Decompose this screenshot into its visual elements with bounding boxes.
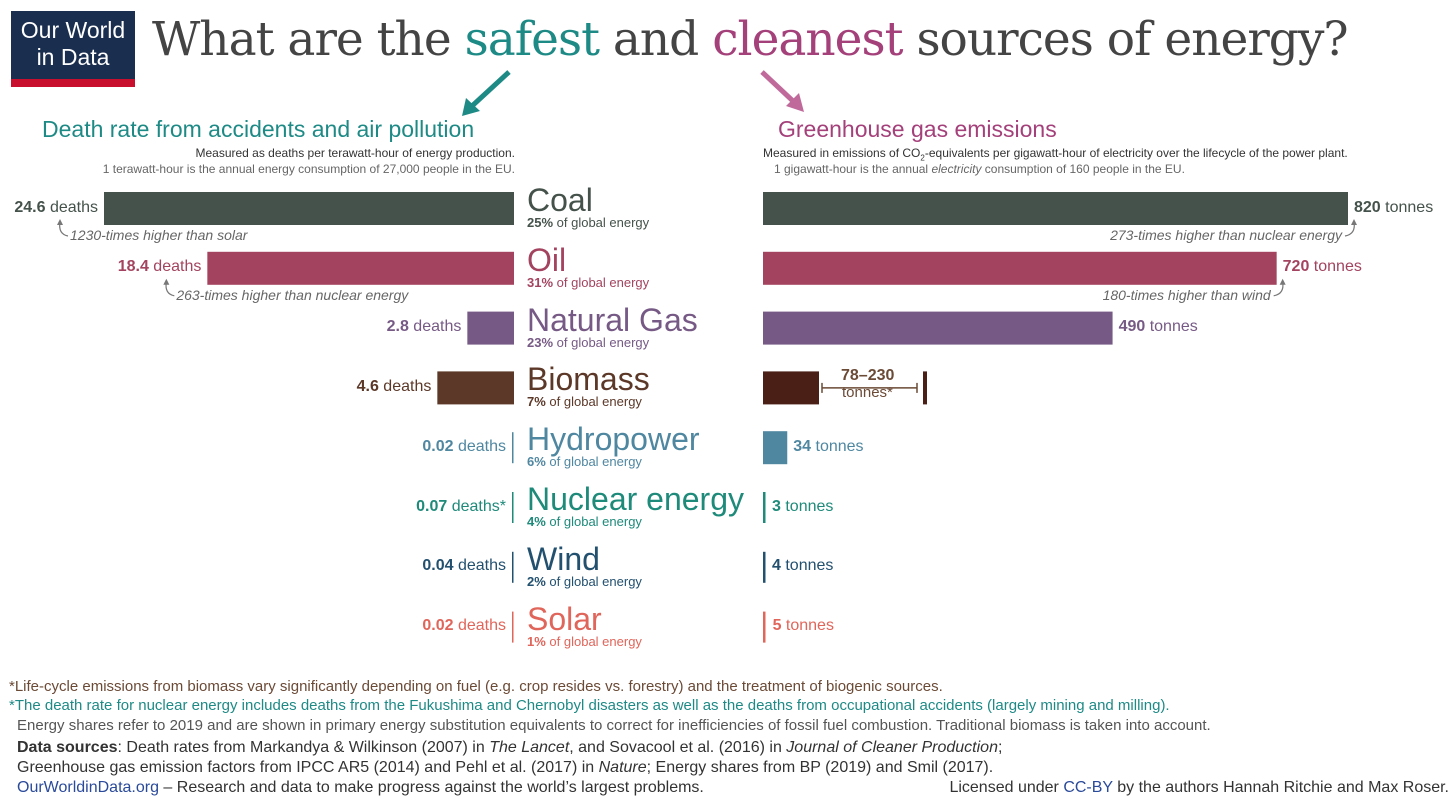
emissions-comparison-arrowhead-coal — [1351, 219, 1357, 225]
emissions-bar-solar — [763, 611, 766, 643]
source-name-natural-gas: Natural Gas — [527, 301, 698, 338]
energy-share-oil: 31% of global energy — [527, 274, 650, 290]
emissions-bar-coal — [763, 192, 1348, 225]
death-value-biomass: 4.6 deaths — [356, 377, 432, 395]
energy-share-biomass: 7% of global energy — [527, 394, 642, 410]
data-sources-line2: Greenhouse gas emission factors from IPC… — [17, 759, 994, 776]
source-name-nuclear-energy: Nuclear energy — [527, 481, 744, 517]
emissions-value-hydropower: 34 tonnes — [793, 437, 864, 455]
emissions-value-oil: 720 tonnes — [1282, 258, 1362, 276]
source-name-oil: Oil — [527, 241, 567, 278]
energy-share-coal: 25% of global energy — [527, 215, 650, 230]
cc-by-link[interactable]: CC-BY — [1063, 779, 1113, 796]
footnote-nuclear: *The death rate for nuclear energy inclu… — [9, 697, 1170, 714]
death-bar-coal — [104, 192, 514, 225]
energy-share-nuclear-energy: 4% of global energy — [527, 514, 642, 529]
title-cleanest: cleanest — [712, 12, 903, 67]
page-title: What are the safest and cleanest sources… — [152, 12, 1349, 67]
emissions-comparison-arrowhead-oil — [1279, 278, 1286, 285]
source-name-wind: Wind — [527, 540, 600, 577]
emissions-bar-wind — [763, 551, 766, 583]
source-name-biomass: Biomass — [527, 361, 650, 398]
emissions-value-nuclear-energy: 3 tonnes — [772, 497, 834, 515]
emissions-comparison-oil: 180-times higher than wind — [1102, 286, 1271, 303]
energy-share-wind: 2% of global energy — [527, 573, 642, 589]
source-name-coal: Coal — [527, 182, 593, 218]
emissions-bar-biomass — [763, 371, 819, 405]
logo-line1: Our World — [20, 17, 126, 43]
footer-license: Licensed under CC-BY by the authors Hann… — [949, 779, 1449, 796]
emissions-note: 1 gigawatt-hour is the annual electricit… — [774, 162, 1185, 176]
emissions-range-biomass: 78–230 — [841, 367, 895, 385]
death-value-nuclear-energy: 0.07 deaths* — [416, 497, 506, 515]
energy-share-solar: 1% of global energy — [527, 633, 642, 649]
cleanest-arrow-icon — [760, 70, 804, 112]
emissions-value-coal: 820 tonnes — [1354, 198, 1434, 216]
logo-line2: in Data — [36, 44, 110, 70]
emissions-range-unit-biomass: tonnes* — [842, 384, 893, 402]
death-value-hydropower: 0.02 deaths — [422, 437, 506, 455]
death-bar-hydropower — [512, 432, 514, 464]
owid-logo[interactable]: Our World in Data — [11, 11, 135, 87]
emissions-heading: Greenhouse gas emissions — [778, 116, 1057, 142]
range-max-mark-biomass — [923, 371, 927, 405]
title-safest: safest — [464, 12, 600, 67]
source-name-hydropower: Hydropower — [527, 421, 700, 458]
death-rate-heading: Death rate from accidents and air pollut… — [42, 116, 475, 142]
death-rate-subtitle: Measured as deaths per terawatt-hour of … — [195, 146, 515, 160]
death-bar-solar — [512, 611, 514, 643]
data-sources-line1: Data sources: Death rates from Markandya… — [17, 739, 1003, 756]
death-rate-note: 1 terawatt-hour is the annual energy con… — [102, 162, 515, 176]
emissions-subtitle: Measured in emissions of CO2-equivalents… — [763, 146, 1348, 163]
death-value-coal: 24.6 deaths — [14, 198, 98, 216]
emissions-bar-nuclear-energy — [763, 492, 766, 523]
death-bar-wind — [512, 551, 514, 583]
death-bar-natural-gas — [467, 311, 514, 345]
death-value-oil: 18.4 deaths — [117, 258, 202, 276]
energy-share-natural-gas: 23% of global energy — [527, 334, 650, 350]
death-value-natural-gas: 2.8 deaths — [386, 318, 462, 336]
death-comparison-arrowhead-oil — [163, 278, 170, 285]
death-comparison-oil: 263-times higher than nuclear energy — [176, 286, 409, 303]
safest-arrow-icon — [462, 70, 511, 116]
footnote-energy-shares: Energy shares refer to 2019 and are show… — [17, 717, 1211, 734]
emissions-value-wind: 4 tonnes — [772, 557, 834, 575]
emissions-bar-hydropower — [763, 431, 788, 465]
death-value-solar: 0.02 deaths — [422, 617, 506, 635]
death-value-wind: 0.04 deaths — [422, 557, 506, 575]
emissions-comparison-coal: 273-times higher than nuclear energy — [1110, 227, 1342, 243]
energy-share-hydropower: 6% of global energy — [527, 454, 642, 470]
death-comparison-arrowhead-coal — [57, 219, 63, 225]
emissions-bar-natural-gas — [763, 311, 1113, 345]
death-bar-biomass — [437, 371, 514, 405]
footnote-biomass: *Life-cycle emissions from biomass vary … — [9, 678, 943, 695]
emissions-bar-oil — [763, 251, 1277, 285]
source-name-solar: Solar — [527, 600, 602, 637]
emissions-value-natural-gas: 490 tonnes — [1118, 318, 1198, 336]
footer-site: OurWorldinData.org – Research and data t… — [17, 779, 704, 796]
death-comparison-coal: 1230-times higher than solar — [70, 227, 248, 243]
death-bar-nuclear-energy — [512, 492, 514, 523]
site-link[interactable]: OurWorldinData.org — [17, 779, 159, 796]
emissions-value-solar: 5 tonnes — [772, 617, 834, 635]
death-bar-oil — [207, 251, 515, 285]
